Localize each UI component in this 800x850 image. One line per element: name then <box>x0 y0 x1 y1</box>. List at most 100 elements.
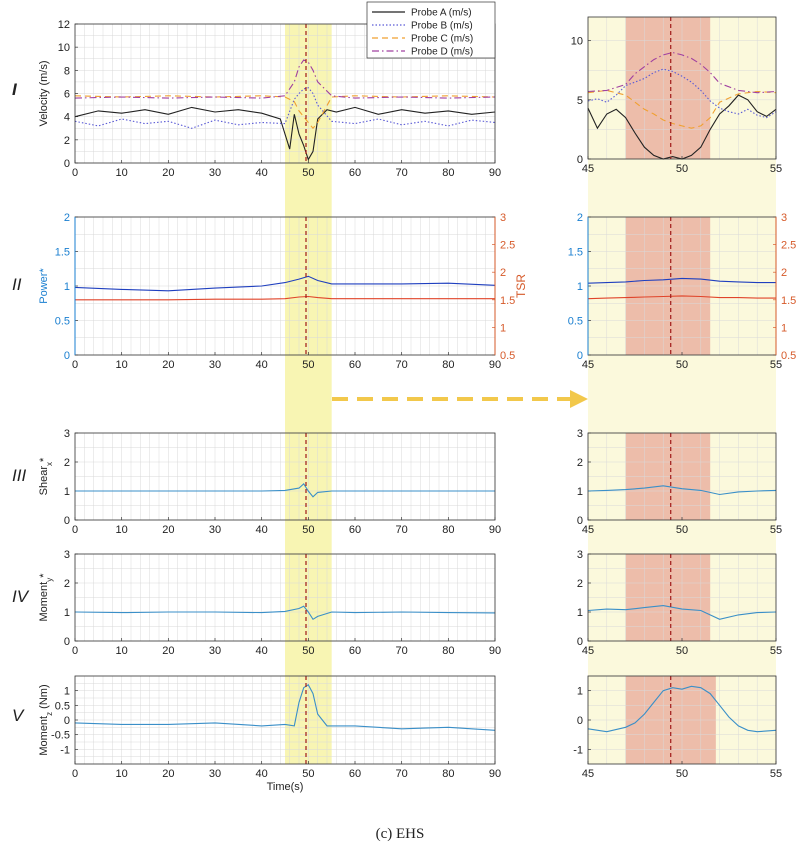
y-tick-label: 2 <box>64 135 70 147</box>
x-tick-label: 90 <box>489 768 501 780</box>
y-tick-label: 2 <box>577 212 583 224</box>
series-line-tsr <box>587 295 776 300</box>
x-tick-label: 55 <box>770 768 782 780</box>
x-tick-label: 10 <box>116 359 128 371</box>
axes-frame <box>74 675 496 765</box>
y-tick-label: 0.5 <box>55 700 70 712</box>
x-tick-label: 90 <box>489 167 501 179</box>
row-label-I: I <box>12 80 18 99</box>
y-right-tick-label: 0.5 <box>781 350 796 362</box>
series-line-moment-y- <box>587 605 777 620</box>
x-tick-label: 30 <box>209 645 221 657</box>
x-tick-label: 50 <box>676 645 688 657</box>
x-tick-label: 60 <box>349 359 361 371</box>
legend-label: Probe A (m/s) <box>411 8 472 19</box>
chart-panel-row1_zoom: 45 50 55 0 5 10 <box>571 16 782 175</box>
y-right-tick-label: 1.5 <box>781 295 796 307</box>
x-tick-label: 40 <box>256 645 268 657</box>
axes-frame <box>74 553 496 642</box>
x-tick-label: 10 <box>116 768 128 780</box>
y-tick-label: 12 <box>58 19 70 31</box>
y-tick-label: 8 <box>64 65 70 77</box>
x-tick-label: 40 <box>256 167 268 179</box>
chart-panel-row5_zoom: 45 50 55 -1 0 1 <box>573 675 782 780</box>
y-right-tick-label: 2.5 <box>500 240 515 252</box>
y-right-axis-label: TSR <box>514 274 528 298</box>
zoom-arrow-head <box>570 390 588 408</box>
y-tick-label: 0 <box>64 715 70 727</box>
x-tick-label: 50 <box>676 163 688 175</box>
series-line-probe-d-m-s- <box>587 51 777 94</box>
chart-panel-row2_zoom: 45 50 55 0 0.5 1 1.5 2 0.5 1 1.5 2 2.5 3 <box>568 212 797 371</box>
series-line-moment-z-nm- <box>74 684 496 731</box>
y-tick-label: 0 <box>577 350 583 362</box>
series-line-probe-a-m-s- <box>74 106 496 161</box>
series-line-probe-d-m-s- <box>74 59 496 99</box>
y-tick-label: 1.5 <box>55 247 70 259</box>
x-tick-label: 30 <box>209 768 221 780</box>
x-tick-label: 30 <box>209 524 221 536</box>
y-right-tick-label: 3 <box>781 212 787 224</box>
y-tick-label: 1 <box>64 607 70 619</box>
series-line-probe-c-m-s- <box>587 89 777 129</box>
y-tick-label: 0.5 <box>568 316 583 328</box>
x-tick-label: 0 <box>72 167 78 179</box>
x-tick-label: 90 <box>489 645 501 657</box>
y-tick-label: 0 <box>64 350 70 362</box>
x-tick-label: 50 <box>302 768 314 780</box>
y-tick-label: 2 <box>64 578 70 590</box>
y-tick-label: 0 <box>577 154 583 166</box>
y-tick-label: -1 <box>60 744 70 756</box>
y-right-tick-label: 1 <box>500 322 506 334</box>
figure-caption: (c) EHS <box>375 826 425 842</box>
x-tick-label: 60 <box>349 645 361 657</box>
series-line-probe-c-m-s- <box>74 95 496 130</box>
y-right-tick-label: 2 <box>500 267 506 279</box>
series-line-shear-x- <box>587 485 777 496</box>
y-tick-label: 1 <box>577 607 583 619</box>
x-tick-label: 55 <box>770 163 782 175</box>
y-tick-label: 6 <box>64 89 70 101</box>
x-tick-label: 90 <box>489 524 501 536</box>
y-tick-label: 3 <box>577 549 583 561</box>
x-tick-label: 50 <box>676 359 688 371</box>
x-tick-label: 80 <box>442 524 454 536</box>
x-tick-label: 55 <box>770 359 782 371</box>
y-tick-label: 10 <box>571 36 583 48</box>
x-tick-label: 0 <box>72 359 78 371</box>
x-tick-label: 70 <box>396 645 408 657</box>
series-line-moment-z-nm- <box>587 685 777 733</box>
x-tick-label: 10 <box>116 167 128 179</box>
x-tick-label: 55 <box>770 645 782 657</box>
row-label-III: III <box>12 466 26 485</box>
y-tick-label: 0.5 <box>55 316 70 328</box>
series-line-power- <box>74 275 496 292</box>
x-tick-label: 70 <box>396 524 408 536</box>
chart-panel-row4_zoom: 45 50 55 0 1 2 3 <box>577 549 782 657</box>
row-label-II: II <box>12 275 22 294</box>
legend-label: Probe C (m/s) <box>411 34 473 45</box>
x-tick-label: 50 <box>676 768 688 780</box>
y-tick-label: 1 <box>577 486 583 498</box>
x-tick-label: 70 <box>396 768 408 780</box>
y-axis-label: Power* <box>38 268 50 304</box>
chart-panel-row4_full: 0 10 20 30 40 50 60 70 80 90 0 1 2 3 Momenty* <box>38 549 501 657</box>
series-line-probe-b-m-s- <box>74 87 496 129</box>
y-tick-label: 0 <box>64 158 70 170</box>
y-right-tick-label: 3 <box>500 212 506 224</box>
legend-box <box>366 1 496 59</box>
y-tick-label: 1.5 <box>568 247 583 259</box>
chart-panel-row5_full: 0 10 20 30 40 50 60 70 80 90 -1 -0.5 0 0.5 1 Momentz (N… <box>38 675 501 793</box>
y-right-tick-label: 0.5 <box>500 350 515 362</box>
x-tick-label: 60 <box>349 167 361 179</box>
x-tick-label: 40 <box>256 768 268 780</box>
x-tick-label: 70 <box>396 167 408 179</box>
y-tick-label: 1 <box>64 486 70 498</box>
x-tick-label: 80 <box>442 359 454 371</box>
y-tick-label: 2 <box>577 578 583 590</box>
row-label-IV: IV <box>12 587 30 606</box>
x-tick-label: 45 <box>582 645 594 657</box>
y-tick-label: 0 <box>64 636 70 648</box>
chart-panel-row2_full: 0 10 20 30 40 50 60 70 80 90 0 0.5 1 1.5 2 0.5 1 1.5 2 2.5 3… <box>38 212 528 371</box>
